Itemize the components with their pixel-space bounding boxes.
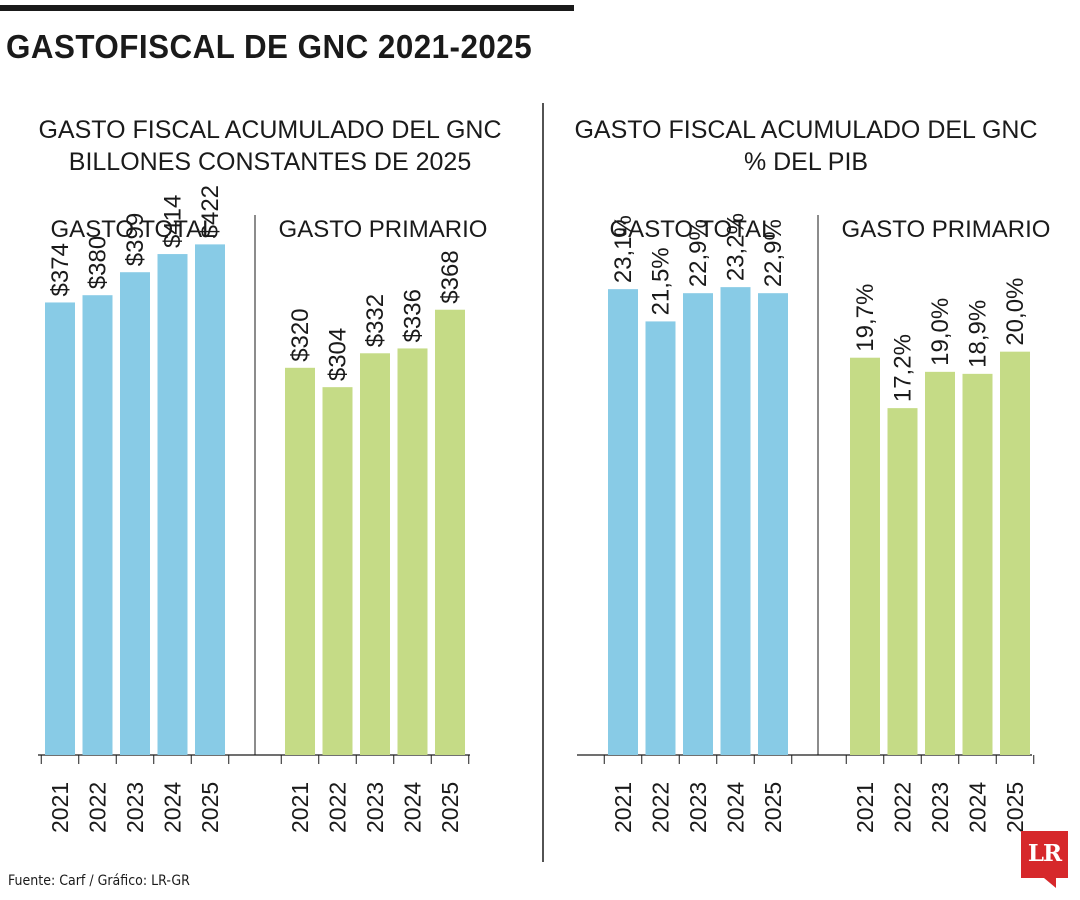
lr-logo: LR xyxy=(1021,831,1068,878)
x-tick-label: 2022 xyxy=(85,782,111,833)
data-label: $399 xyxy=(122,213,149,266)
data-label: 19,0% xyxy=(927,298,954,366)
x-tick-label: 2021 xyxy=(610,782,636,833)
bar xyxy=(887,408,918,755)
bar xyxy=(1000,351,1030,755)
data-label: 19,7% xyxy=(852,284,879,352)
bar xyxy=(120,272,150,755)
bar xyxy=(157,254,188,755)
x-tick-label: 2023 xyxy=(362,782,388,833)
lr-logo-tail xyxy=(1044,878,1056,888)
data-label: $414 xyxy=(160,195,187,248)
bar xyxy=(285,367,315,755)
bar xyxy=(322,387,353,755)
bar xyxy=(645,321,676,755)
x-tick-label: 2022 xyxy=(890,782,916,833)
group-label: GASTO PRIMARIO xyxy=(279,216,488,243)
bar xyxy=(45,302,75,755)
data-label: $368 xyxy=(437,250,464,303)
x-tick-label: 2024 xyxy=(160,782,186,833)
data-label: 18,9% xyxy=(965,300,992,368)
bar xyxy=(82,295,113,755)
bar xyxy=(195,244,225,755)
x-tick-label: 2025 xyxy=(1002,782,1028,833)
bar xyxy=(850,357,880,755)
data-label: $336 xyxy=(400,289,427,342)
bar xyxy=(925,371,955,755)
data-label: 22,9% xyxy=(760,219,787,287)
bar xyxy=(397,348,428,755)
x-tick-label: 2024 xyxy=(400,782,426,833)
x-tick-label: 2024 xyxy=(965,782,991,833)
x-tick-label: 2025 xyxy=(760,782,786,833)
x-tick-label: 2022 xyxy=(325,782,351,833)
x-tick-label: 2022 xyxy=(648,782,674,833)
data-label: $320 xyxy=(287,308,314,361)
bar xyxy=(720,287,751,755)
bar xyxy=(683,293,713,755)
group-label: GASTO TOTAL xyxy=(51,216,216,243)
x-tick-label: 2024 xyxy=(723,782,749,833)
bar xyxy=(962,373,993,755)
bar xyxy=(435,309,465,755)
chart-title: GASTO FISCAL ACUMULADO DEL GNC xyxy=(38,116,501,144)
data-label: 17,2% xyxy=(890,334,917,402)
chart-subtitle: % DEL PIB xyxy=(744,148,868,176)
group-label: GASTO PRIMARIO xyxy=(842,216,1051,243)
data-label: 20,0% xyxy=(1002,278,1029,346)
data-label: $380 xyxy=(85,236,112,289)
data-label: 21,5% xyxy=(648,247,675,315)
data-label: $374 xyxy=(47,243,74,296)
x-tick-label: 2021 xyxy=(47,782,73,833)
data-label: 22,9% xyxy=(685,219,712,287)
x-tick-label: 2023 xyxy=(685,782,711,833)
data-label: 23,1% xyxy=(610,215,637,283)
bar xyxy=(758,293,788,755)
x-tick-label: 2025 xyxy=(437,782,463,833)
x-tick-label: 2021 xyxy=(852,782,878,833)
data-label: $304 xyxy=(325,328,352,381)
chart-title: GASTO FISCAL ACUMULADO DEL GNC xyxy=(574,116,1037,144)
data-label: $422 xyxy=(197,185,224,238)
x-tick-label: 2025 xyxy=(197,782,223,833)
bar xyxy=(360,353,390,755)
source-note: Fuente: Carf / Gráfico: LR-GR xyxy=(8,873,190,889)
x-tick-label: 2021 xyxy=(287,782,313,833)
chart-subtitle: BILLONES CONSTANTES DE 2025 xyxy=(69,148,471,176)
top-rule xyxy=(0,5,574,11)
x-tick-label: 2023 xyxy=(122,782,148,833)
data-label: $332 xyxy=(362,294,389,347)
x-tick-label: 2023 xyxy=(927,782,953,833)
bar xyxy=(608,289,638,755)
group-label: GASTO TOTAL xyxy=(610,216,775,243)
data-label: 23,2% xyxy=(723,213,750,281)
page-title: GASTOFISCAL DE GNC 2021-2025 xyxy=(6,28,533,65)
